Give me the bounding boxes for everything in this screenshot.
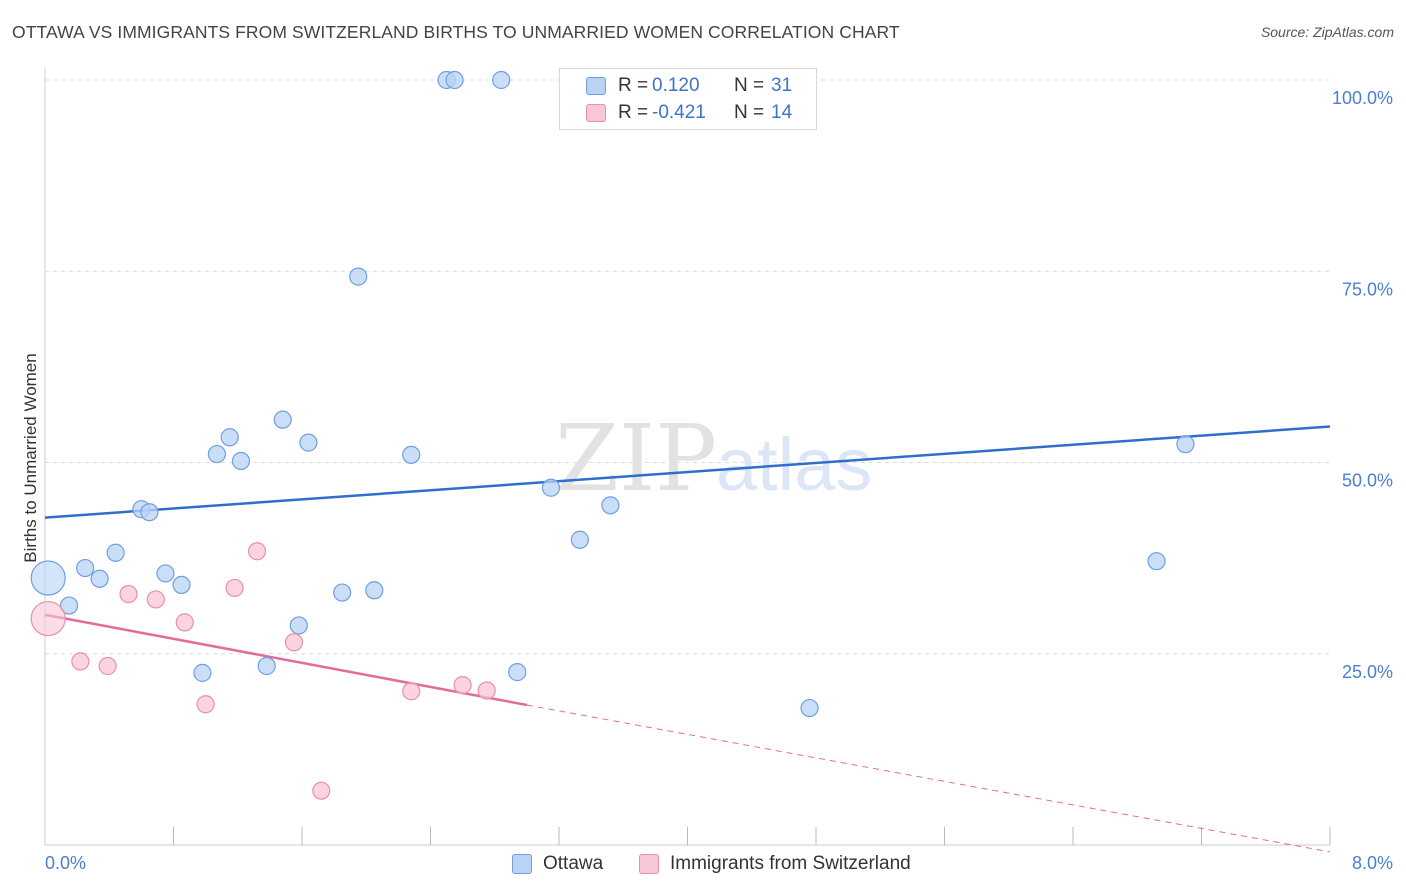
grid-lines	[45, 79, 1330, 655]
trend-line-ottawa	[44, 425, 1331, 519]
data-point-ottawa	[106, 543, 125, 562]
legend-swatch-swiss	[639, 854, 659, 874]
trend-line-extension-swiss	[526, 704, 1331, 853]
data-point-ottawa	[220, 428, 239, 447]
legend-swatch-ottawa	[512, 854, 532, 874]
x-tick-label: 8.0%	[1352, 853, 1393, 873]
data-point-ottawa	[231, 451, 251, 471]
trend-lines	[44, 425, 1331, 853]
data-point-ottawa	[257, 656, 276, 676]
data-point-ottawa	[30, 560, 66, 596]
data-point-ottawa	[445, 70, 464, 90]
legend-swatch-swiss	[586, 104, 606, 122]
data-point-ottawa	[601, 496, 620, 515]
legend-r-label: R =	[618, 75, 649, 96]
data-point-swiss	[247, 542, 267, 561]
data-point-ottawa	[90, 569, 109, 588]
data-point-ottawa	[800, 698, 819, 718]
legend-n-label: N =	[734, 102, 765, 123]
y-tick-label: 50.0%	[1342, 471, 1393, 491]
data-point-ottawa	[402, 445, 421, 464]
data-point-swiss	[71, 652, 90, 671]
data-point-swiss	[196, 695, 215, 714]
data-point-ottawa	[333, 583, 352, 602]
data-point-swiss	[284, 633, 304, 652]
source-label: Source: ZipAtlas.com	[1260, 24, 1394, 40]
x-tick-label: 0.0%	[45, 853, 86, 873]
watermark: ZIP atlas	[555, 405, 872, 512]
chart-title: OTTAWA VS IMMIGRANTS FROM SWITZERLAND BI…	[12, 22, 900, 42]
data-point-swiss	[175, 613, 194, 632]
data-point-ottawa	[570, 530, 589, 549]
data-point-ottawa	[541, 478, 561, 497]
data-point-swiss	[477, 681, 496, 700]
data-point-swiss	[312, 781, 331, 800]
legend-n-value: 14	[771, 102, 793, 123]
y-tick-label: 100.0%	[1332, 88, 1393, 108]
tick-labels: 25.0% 50.0% 75.0% 100.0% 0.0% 8.0%	[45, 88, 1393, 873]
data-point-ottawa	[365, 581, 384, 600]
data-point-ottawa	[140, 503, 159, 522]
data-point-ottawa	[273, 410, 292, 429]
y-tick-label: 75.0%	[1342, 279, 1393, 299]
legend-r-value: 0.120	[652, 75, 700, 96]
data-point-ottawa	[349, 267, 368, 286]
data-point-ottawa	[172, 575, 191, 595]
data-point-swiss	[119, 584, 138, 604]
data-point-ottawa	[1147, 552, 1166, 571]
y-tick-label: 25.0%	[1342, 662, 1393, 682]
data-point-ottawa	[1176, 435, 1195, 454]
data-point-ottawa	[193, 663, 212, 682]
data-point-swiss	[225, 578, 244, 598]
trend-line-swiss	[44, 613, 528, 707]
data-point-ottawa	[508, 663, 527, 682]
data-point-swiss	[30, 600, 66, 637]
series-legend: Ottawa Immigrants from Switzerland	[0, 852, 1406, 878]
data-point-ottawa	[492, 70, 511, 90]
y-axis-label: Births to Unmarried Women	[21, 353, 40, 562]
legend-n-label: N =	[734, 75, 765, 96]
data-point-ottawa	[156, 564, 175, 583]
correlation-legend: R = 0.120 N = 31 R = -0.421 N = 14	[559, 68, 817, 130]
legend-row-ottawa: R = 0.120 N = 31	[560, 74, 816, 98]
data-point-swiss	[146, 590, 165, 609]
legend-row-swiss: R = -0.421 N = 14	[560, 101, 816, 125]
data-point-ottawa	[289, 616, 308, 635]
data-point-ottawa	[207, 444, 226, 464]
data-points	[30, 70, 1195, 800]
legend-n-value: 31	[771, 75, 793, 96]
data-point-swiss	[98, 656, 117, 676]
data-point-ottawa	[76, 558, 95, 578]
legend-label-swiss: Immigrants from Switzerland	[670, 853, 911, 874]
data-point-ottawa	[59, 596, 79, 615]
data-point-swiss	[402, 682, 421, 701]
legend-swatch-ottawa	[586, 77, 606, 95]
watermark-zip: ZIP	[555, 405, 717, 512]
legend-r-value: -0.421	[652, 102, 706, 123]
data-point-ottawa	[299, 433, 318, 452]
legend-r-label: R =	[618, 102, 649, 123]
legend-label-ottawa: Ottawa	[543, 853, 604, 874]
data-point-swiss	[453, 676, 472, 695]
